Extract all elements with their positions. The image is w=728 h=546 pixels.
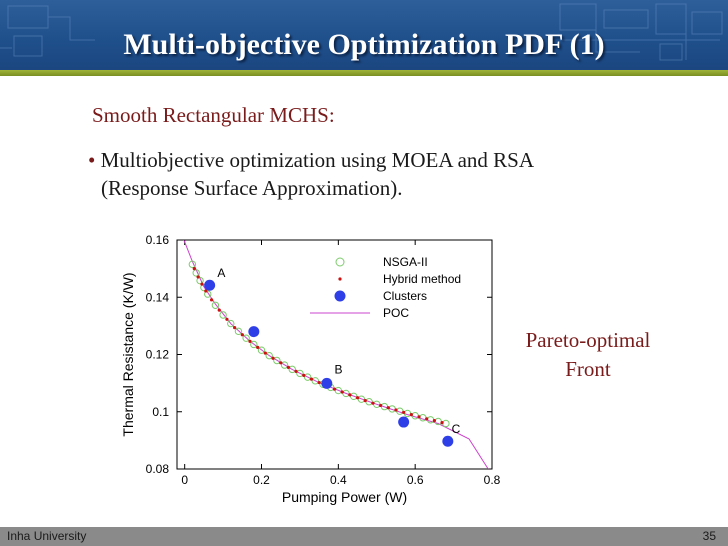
pareto-label-line-2: Front	[565, 357, 611, 381]
point-label-a: A	[217, 266, 225, 280]
pareto-optimal-front-label: Pareto-optimal Front	[512, 326, 664, 384]
hybrid-method-point	[348, 393, 352, 397]
nsga-ii-point	[273, 356, 281, 365]
nsga-ii-point	[192, 269, 200, 277]
nsga-ii-point	[296, 369, 304, 378]
hybrid-method-point	[417, 415, 421, 419]
plot-frame	[176, 239, 493, 470]
x-tick-label: 0.8	[484, 473, 501, 487]
hybrid-method-point	[196, 275, 200, 279]
nsga-ii-point	[188, 260, 197, 269]
hybrid-method-point	[432, 419, 436, 423]
page-number: 35	[702, 529, 716, 543]
bullet-dot-icon: •	[88, 148, 96, 172]
hybrid-method-point	[248, 339, 252, 343]
hybrid-method-point	[271, 356, 275, 360]
legend-label-nsga-ii: NSGA-II	[383, 255, 428, 269]
x-tick-label: 0.6	[407, 473, 424, 487]
x-tick-label: 0	[181, 473, 188, 487]
footer-bar: Inha University 35	[0, 527, 728, 546]
x-axis-label: Pumping Power (W)	[282, 489, 407, 505]
hybrid-method-point	[409, 413, 413, 417]
y-tick-label: 0.12	[146, 348, 170, 362]
hybrid-method-point	[263, 351, 267, 355]
nsga-ii-point	[204, 290, 212, 298]
y-tick-label: 0.1	[152, 405, 169, 419]
nsga-ii-point	[257, 346, 266, 354]
hybrid-method-point	[378, 403, 383, 408]
nsga-ii-point	[242, 334, 250, 342]
title-banner: Multi-objective Optimization PDF (1)	[0, 0, 728, 70]
institution-name: Inha University	[7, 529, 87, 543]
hybrid-method-point	[240, 333, 244, 337]
nsga-ii-point	[250, 340, 258, 349]
y-axis-label: Thermal Resistance (K/W)	[120, 272, 136, 436]
legend-clusters-marker	[334, 290, 346, 302]
nsga-ii-point	[311, 377, 319, 385]
hybrid-method-point	[332, 387, 337, 391]
hybrid-method-point	[355, 396, 360, 400]
hybrid-method-point	[425, 417, 429, 421]
point-label-b: B	[335, 363, 343, 377]
hybrid-method-point	[386, 406, 390, 410]
legend-nsga-ii-marker	[335, 257, 345, 267]
hybrid-method-point	[279, 361, 283, 365]
nsga-ii-point	[211, 301, 220, 309]
cluster-point	[442, 435, 454, 447]
hybrid-method-point	[192, 267, 196, 271]
section-subtitle: Smooth Rectangular MCHS:	[92, 103, 335, 127]
cluster-point	[321, 377, 333, 389]
nsga-ii-point	[196, 276, 204, 285]
nsga-ii-point	[234, 327, 243, 336]
y-tick-label: 0.16	[146, 233, 170, 247]
bullet-point: • Multiobjective optimization using MOEA…	[88, 146, 534, 202]
hybrid-method-point	[309, 377, 314, 381]
legend-hybrid-method-marker	[338, 277, 342, 281]
cluster-point	[398, 416, 410, 428]
hybrid-method-point	[256, 345, 260, 349]
legend-label-poc: POC	[383, 306, 409, 320]
nsga-ii-point	[280, 361, 289, 369]
hybrid-method-point	[209, 298, 214, 302]
point-label-c: C	[452, 422, 461, 436]
y-tick-label: 0.14	[146, 290, 170, 304]
plot-area	[183, 240, 489, 469]
slide-title: Multi-objective Optimization PDF (1)	[123, 28, 605, 61]
hybrid-method-point	[204, 289, 208, 293]
pareto-label-line-1: Pareto-optimal	[525, 328, 651, 352]
nsga-ii-point	[219, 311, 227, 319]
nsga-ii-point	[265, 351, 273, 360]
legend-label-clusters: Clusters	[383, 289, 427, 303]
x-tick-label: 0.4	[330, 473, 347, 487]
hybrid-method-point	[340, 390, 344, 394]
bullet-text-2: (Response Surface Approximation).	[101, 176, 403, 200]
hybrid-method-point	[217, 308, 221, 312]
hybrid-method-point	[440, 421, 444, 425]
hybrid-method-point	[317, 380, 321, 385]
hybrid-method-point	[302, 373, 306, 377]
hybrid-method-point	[225, 317, 229, 321]
x-tick-label: 0.2	[253, 473, 270, 487]
cluster-point	[204, 279, 216, 291]
legend-label-hybrid-method: Hybrid method	[383, 272, 461, 286]
hybrid-method-point	[402, 410, 406, 414]
hybrid-method-point	[294, 369, 298, 373]
nsga-ii-point	[227, 319, 235, 328]
hybrid-method-point	[233, 325, 237, 330]
banner-accent-line	[0, 70, 728, 76]
hybrid-method-point	[200, 282, 204, 286]
hybrid-method-point	[286, 365, 291, 369]
bullet-line-2: (Response Surface Approximation).	[88, 174, 534, 202]
y-tick-label: 0.08	[146, 462, 170, 476]
hybrid-method-point	[363, 398, 367, 403]
hybrid-method-point	[394, 408, 398, 412]
cluster-point	[248, 326, 260, 338]
nsga-ii-point	[288, 365, 296, 374]
bullet-text-1: Multiobjective optimization using MOEA a…	[100, 148, 535, 172]
bullet-line-1: • Multiobjective optimization using MOEA…	[88, 146, 534, 174]
nsga-ii-point	[303, 373, 312, 381]
hybrid-method-point	[371, 401, 375, 405]
circuit-pattern-decoration	[0, 3, 723, 61]
